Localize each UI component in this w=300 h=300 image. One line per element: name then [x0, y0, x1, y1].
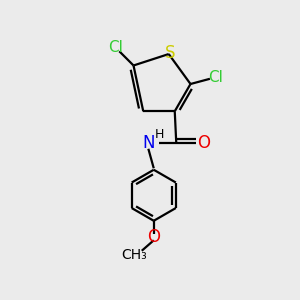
- Text: Cl: Cl: [208, 70, 223, 85]
- Text: N: N: [142, 134, 154, 152]
- Text: H: H: [155, 128, 164, 141]
- Text: O: O: [147, 228, 160, 246]
- Text: CH₃: CH₃: [122, 248, 147, 262]
- Text: O: O: [197, 134, 210, 152]
- Text: S: S: [165, 44, 175, 62]
- Text: Cl: Cl: [108, 40, 123, 55]
